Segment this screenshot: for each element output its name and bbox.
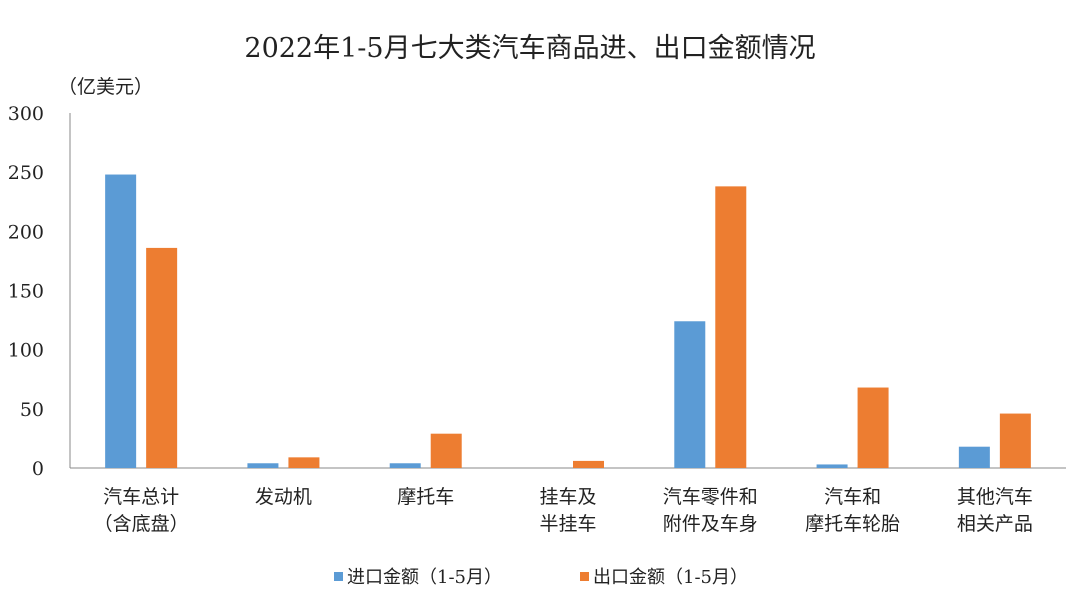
bar-import bbox=[105, 174, 137, 469]
chart-title: 2022年1-5月七大类汽车商品进、出口金额情况 bbox=[244, 33, 815, 64]
x-category-label: 汽车和摩托车轮胎 bbox=[805, 486, 900, 535]
x-category-label: 挂车及半挂车 bbox=[539, 486, 596, 535]
y-tick-label: 0 bbox=[32, 458, 44, 480]
legend-swatch bbox=[334, 572, 343, 581]
bar-export bbox=[573, 460, 604, 468]
legend-label: 进口金额（1-5月） bbox=[347, 567, 502, 588]
bars bbox=[105, 174, 1031, 469]
legend-swatch bbox=[580, 572, 589, 581]
x-category-label: 其他汽车相关产品 bbox=[957, 486, 1033, 535]
x-category-label: 汽车零件和附件及车身 bbox=[663, 486, 758, 535]
y-axis: 0 50 100 150 200 250 300 bbox=[8, 103, 1066, 480]
bar-import bbox=[958, 446, 990, 468]
y-tick-label: 150 bbox=[8, 281, 44, 303]
bar-export bbox=[715, 186, 747, 468]
bar-export bbox=[288, 457, 320, 468]
x-category-label: 汽车总计（含底盘） bbox=[94, 486, 189, 535]
bar-import bbox=[389, 463, 421, 468]
bar-export bbox=[430, 433, 462, 468]
y-tick-label: 50 bbox=[20, 399, 44, 421]
y-tick-label: 200 bbox=[8, 221, 44, 243]
bar-import bbox=[674, 321, 706, 468]
bar-import bbox=[247, 463, 279, 468]
legend-label: 出口金额（1-5月） bbox=[593, 567, 748, 588]
y-tick-label: 300 bbox=[8, 103, 44, 125]
bar-export bbox=[999, 413, 1031, 468]
x-category-label: 发动机 bbox=[255, 486, 312, 508]
bar-import bbox=[816, 464, 848, 468]
bar-export bbox=[146, 247, 178, 468]
y-axis-unit-label: （亿美元） bbox=[58, 76, 153, 98]
y-tick-label: 250 bbox=[8, 162, 44, 184]
x-category-label: 摩托车 bbox=[397, 486, 454, 508]
y-tick-label: 100 bbox=[8, 340, 44, 362]
bar-export bbox=[857, 387, 889, 468]
legend: 进口金额（1-5月） 出口金额（1-5月） bbox=[334, 567, 748, 588]
